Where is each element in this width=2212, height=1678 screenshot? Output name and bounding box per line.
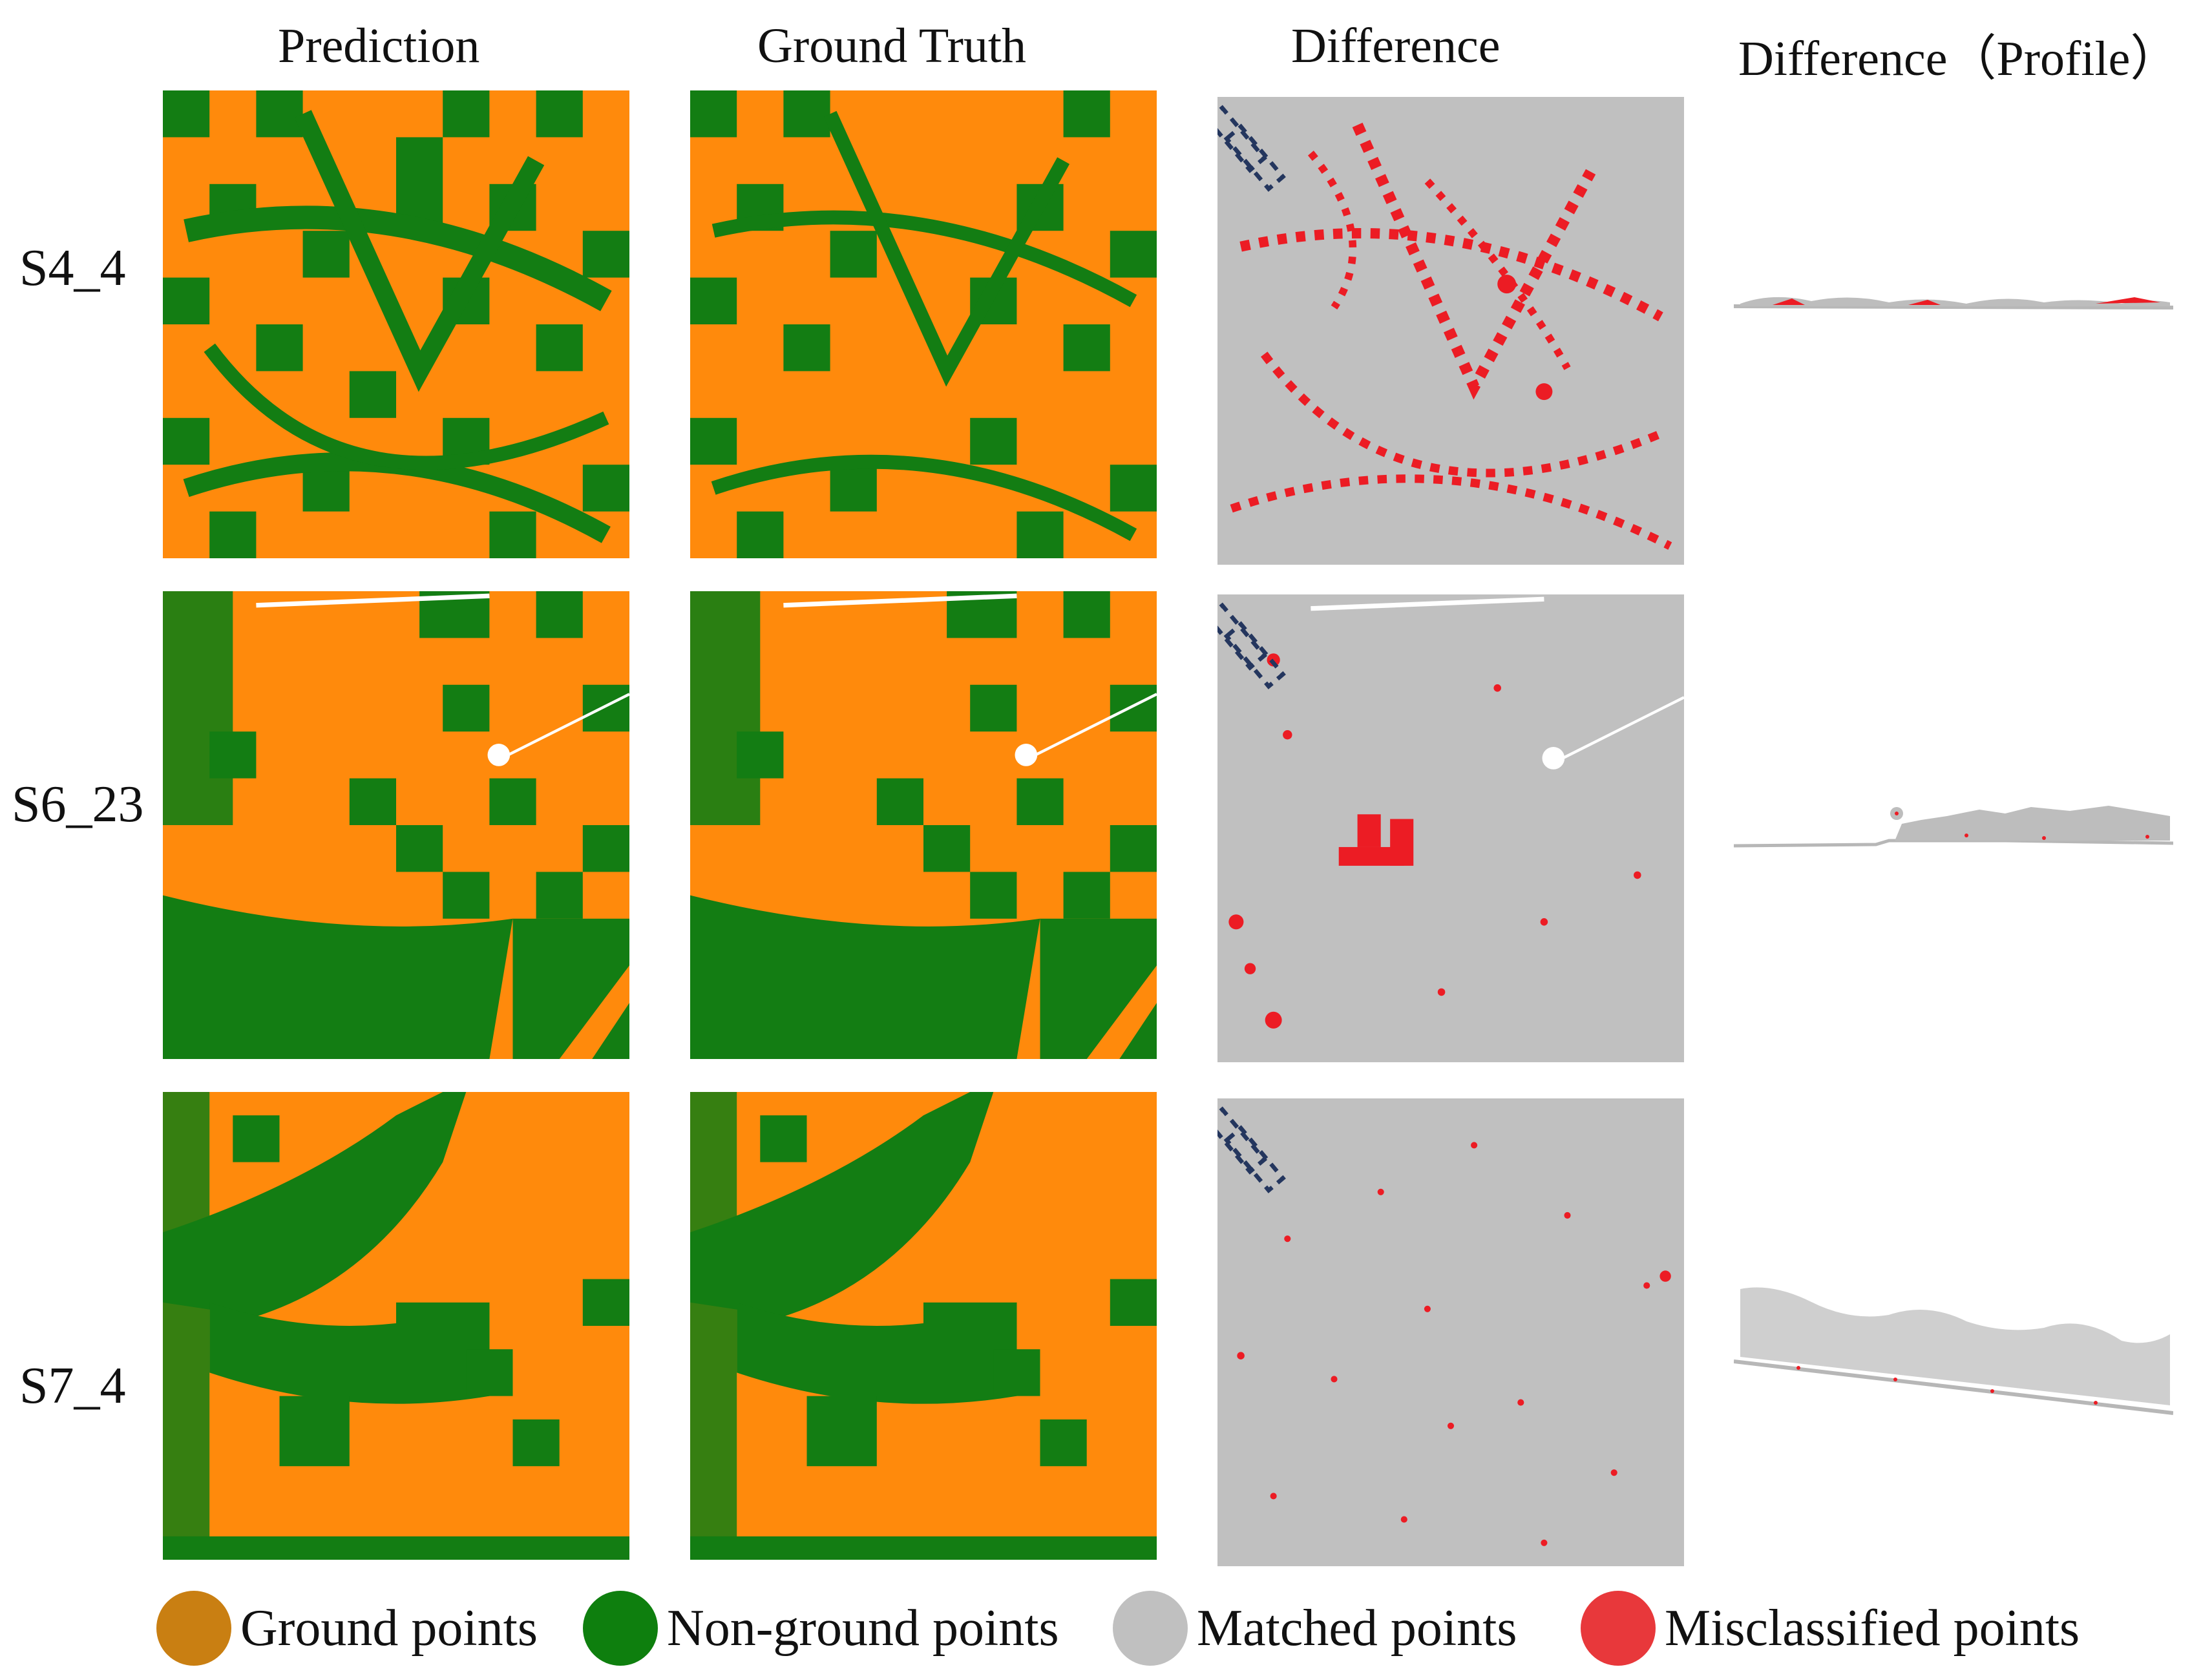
column-title-prediction: Prediction xyxy=(278,19,480,73)
legend-dot-misclassified-icon xyxy=(1581,1591,1656,1666)
prediction-map-s4-4 xyxy=(163,90,629,558)
difference-map-s6-23 xyxy=(1217,594,1684,1062)
legend-item-misclassified-points: Misclassified points xyxy=(1581,1589,2080,1667)
legend-dot-ground-icon xyxy=(156,1591,231,1666)
ground-truth-map-s6-23 xyxy=(690,591,1157,1059)
column-title-ground-truth: Ground Truth xyxy=(757,19,1026,73)
legend-label-ground-points: Ground points xyxy=(240,1599,538,1657)
ground-truth-map-s7-4 xyxy=(690,1092,1157,1560)
row-label-s4-4: S4_4 xyxy=(19,240,126,297)
legend-label-matched-points: Matched points xyxy=(1197,1599,1517,1657)
column-title-difference-profile: Difference（Profile） xyxy=(1738,32,2180,86)
column-title-difference: Difference xyxy=(1291,19,1501,73)
row-label-s6-23: S6_23 xyxy=(12,776,144,833)
ground-truth-map-s4-4 xyxy=(690,90,1157,558)
legend-item-ground-points: Ground points xyxy=(156,1589,538,1667)
difference-profile-s7-4 xyxy=(1734,1276,2173,1418)
legend-label-misclassified-points: Misclassified points xyxy=(1665,1599,2080,1657)
legend-label-non-ground-points: Non-ground points xyxy=(667,1599,1059,1657)
legend-dot-matched-icon xyxy=(1113,1591,1188,1666)
difference-profile-s6-23 xyxy=(1734,798,2173,856)
difference-map-s7-4 xyxy=(1217,1098,1684,1566)
difference-profile-s4-4 xyxy=(1734,279,2173,318)
legend-dot-non-ground-icon xyxy=(583,1591,658,1666)
row-label-s7-4: S7_4 xyxy=(19,1358,126,1414)
prediction-map-s7-4 xyxy=(163,1092,629,1560)
legend-item-matched-points: Matched points xyxy=(1113,1589,1517,1667)
prediction-map-s6-23 xyxy=(163,591,629,1059)
difference-map-s4-4 xyxy=(1217,97,1684,565)
legend-item-non-ground-points: Non-ground points xyxy=(583,1589,1059,1667)
